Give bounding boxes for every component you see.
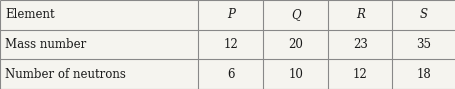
Text: Element: Element (5, 8, 55, 21)
Bar (391, 0, 455, 30)
Text: 12: 12 (223, 38, 238, 51)
Bar (263, 30, 328, 59)
Bar (0, 59, 198, 89)
Text: 6: 6 (227, 68, 234, 81)
Text: R: R (355, 8, 364, 21)
Bar (263, 0, 328, 30)
Text: S: S (419, 8, 427, 21)
Bar (391, 59, 455, 89)
Bar (0, 30, 198, 59)
Text: 23: 23 (352, 38, 367, 51)
Bar (391, 30, 455, 59)
Text: Mass number: Mass number (5, 38, 86, 51)
Bar (198, 30, 263, 59)
Bar (0, 0, 198, 30)
Bar (263, 59, 328, 89)
Bar (328, 59, 391, 89)
Bar (328, 30, 391, 59)
Text: 20: 20 (288, 38, 303, 51)
Text: 18: 18 (416, 68, 430, 81)
Text: Number of neutrons: Number of neutrons (5, 68, 126, 81)
Text: 12: 12 (352, 68, 367, 81)
Text: 10: 10 (288, 68, 303, 81)
Bar (198, 0, 263, 30)
Text: P: P (227, 8, 234, 21)
Text: Q: Q (290, 8, 300, 21)
Text: 35: 35 (416, 38, 430, 51)
Bar (198, 59, 263, 89)
Bar (328, 0, 391, 30)
